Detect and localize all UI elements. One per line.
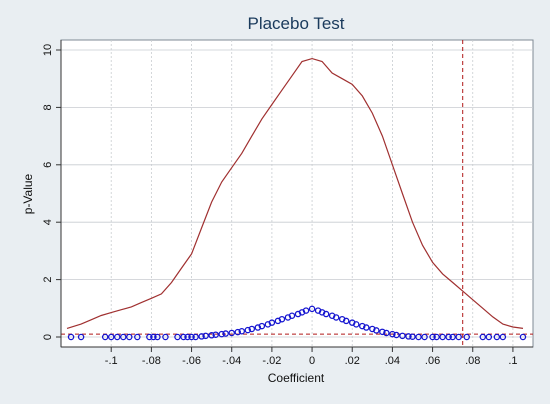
data-point — [463, 333, 470, 341]
data-point — [278, 315, 286, 323]
chart-title: Placebo Test — [247, 14, 344, 33]
data-point — [234, 328, 241, 336]
data-point — [254, 324, 262, 331]
data-point — [268, 319, 276, 326]
data-point — [248, 325, 256, 333]
data-point — [192, 333, 199, 341]
x-tick-label: .1 — [508, 355, 517, 367]
y-tick-label: 6 — [42, 162, 54, 168]
data-point — [174, 333, 181, 341]
axes — [60, 40, 533, 348]
data-point — [519, 333, 527, 341]
data-point — [421, 333, 428, 341]
data-point — [180, 333, 187, 341]
data-point — [332, 314, 340, 321]
data-point — [485, 333, 493, 341]
y-ticks: 0 2 4 6 8 10 — [42, 44, 61, 340]
data-point — [369, 325, 376, 333]
data-point — [212, 331, 219, 338]
points-series — [67, 305, 527, 341]
data-point — [77, 333, 85, 341]
data-point — [449, 333, 456, 341]
y-tick-label: 4 — [42, 219, 54, 225]
data-point — [439, 333, 446, 341]
data-point — [208, 332, 215, 339]
data-point — [383, 329, 390, 337]
data-point — [162, 333, 169, 341]
x-tick-label: -.1 — [105, 355, 118, 367]
x-axis-label: Coefficient — [268, 371, 325, 385]
data-point — [134, 333, 141, 341]
data-point — [493, 333, 501, 341]
x-tick-label: .04 — [385, 355, 400, 367]
y-tick-label: 8 — [42, 104, 54, 110]
data-point — [373, 327, 380, 334]
plot-area — [60, 39, 534, 348]
data-point — [499, 333, 507, 341]
density-series — [66, 57, 524, 329]
data-point — [322, 310, 330, 318]
data-point — [198, 333, 205, 340]
data-point — [433, 333, 440, 341]
data-point — [228, 329, 235, 337]
data-point — [393, 331, 400, 339]
data-point — [399, 332, 406, 340]
data-point — [429, 333, 436, 341]
x-tick-label: .06 — [425, 355, 440, 367]
data-point — [218, 330, 225, 338]
data-point — [101, 333, 109, 341]
data-point — [67, 333, 75, 341]
data-point — [188, 333, 195, 341]
data-point — [405, 333, 412, 340]
y-tick-label: 2 — [42, 277, 54, 283]
x-tick-label: .02 — [345, 355, 360, 367]
grid — [61, 40, 533, 347]
data-point — [202, 332, 209, 340]
data-point — [150, 333, 157, 341]
y-tick-label: 0 — [42, 334, 54, 340]
y-axis-label: p-Value — [21, 173, 35, 214]
data-point — [258, 322, 266, 330]
data-point — [445, 333, 452, 341]
data-point — [308, 305, 316, 313]
data-point — [113, 333, 121, 341]
data-point — [359, 322, 366, 330]
x-tick-label: -.08 — [142, 355, 161, 367]
data-point — [415, 333, 422, 341]
data-point — [222, 330, 229, 337]
x-tick-label: 0 — [309, 355, 315, 367]
data-point — [184, 333, 191, 341]
data-point — [409, 333, 416, 340]
data-point — [342, 317, 350, 325]
data-point — [389, 330, 396, 338]
x-tick-label: -.06 — [182, 355, 201, 367]
x-ticks: -.1 -.08 -.06 -.04 -.02 0 .02 .04 .06 .08 .1 — [105, 347, 518, 367]
data-point — [126, 333, 133, 341]
data-point — [379, 328, 386, 336]
data-point — [244, 326, 252, 334]
data-point — [288, 312, 296, 320]
data-point — [146, 333, 153, 341]
x-tick-label: -.02 — [262, 355, 281, 367]
reference-lines — [61, 40, 533, 347]
data-point — [479, 333, 487, 341]
data-point — [238, 328, 246, 335]
data-point — [154, 333, 161, 341]
data-point — [120, 333, 127, 341]
y-tick-label: 10 — [42, 44, 54, 56]
data-point — [302, 307, 310, 314]
x-tick-label: -.04 — [222, 355, 241, 367]
density-line — [66, 57, 524, 329]
data-point — [107, 333, 115, 341]
data-point — [353, 321, 360, 328]
x-tick-label: .08 — [465, 355, 480, 367]
data-point — [363, 324, 370, 331]
data-point — [455, 333, 462, 341]
